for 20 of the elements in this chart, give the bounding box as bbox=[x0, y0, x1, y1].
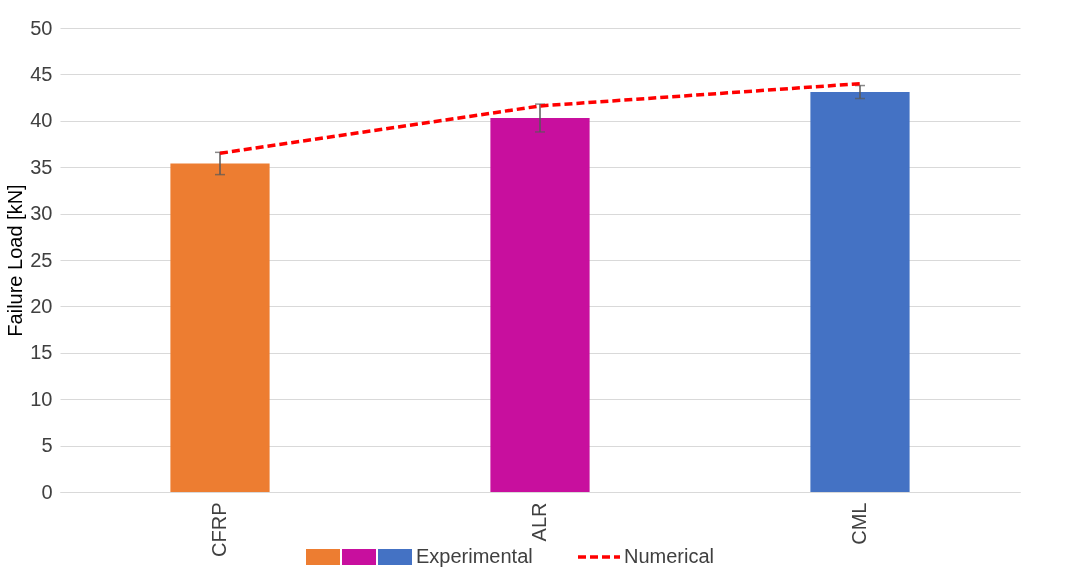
bar bbox=[490, 118, 590, 492]
x-tick-label: CFRP bbox=[208, 502, 230, 557]
y-tick-label: 30 bbox=[30, 202, 53, 225]
y-tick-label: 10 bbox=[30, 387, 53, 410]
y-tick-label: 35 bbox=[30, 155, 53, 178]
y-tick-label: 5 bbox=[41, 434, 53, 457]
bar bbox=[170, 163, 270, 492]
bar bbox=[810, 92, 910, 492]
y-tick-label: 45 bbox=[30, 62, 53, 85]
x-tick-label: CML bbox=[848, 502, 870, 545]
y-tick-label: 25 bbox=[30, 248, 53, 271]
y-axis-title: Failure Load [kN] bbox=[4, 184, 27, 337]
legend-label: Numerical bbox=[624, 545, 715, 567]
y-tick-label: 50 bbox=[30, 16, 53, 39]
y-tick-label: 20 bbox=[30, 294, 53, 317]
y-tick-label: 15 bbox=[30, 341, 53, 364]
x-tick-label: ALR bbox=[528, 502, 550, 542]
y-tick-label: 0 bbox=[41, 480, 53, 503]
y-tick-label: 40 bbox=[30, 109, 53, 132]
legend-label: Experimental bbox=[416, 545, 533, 567]
